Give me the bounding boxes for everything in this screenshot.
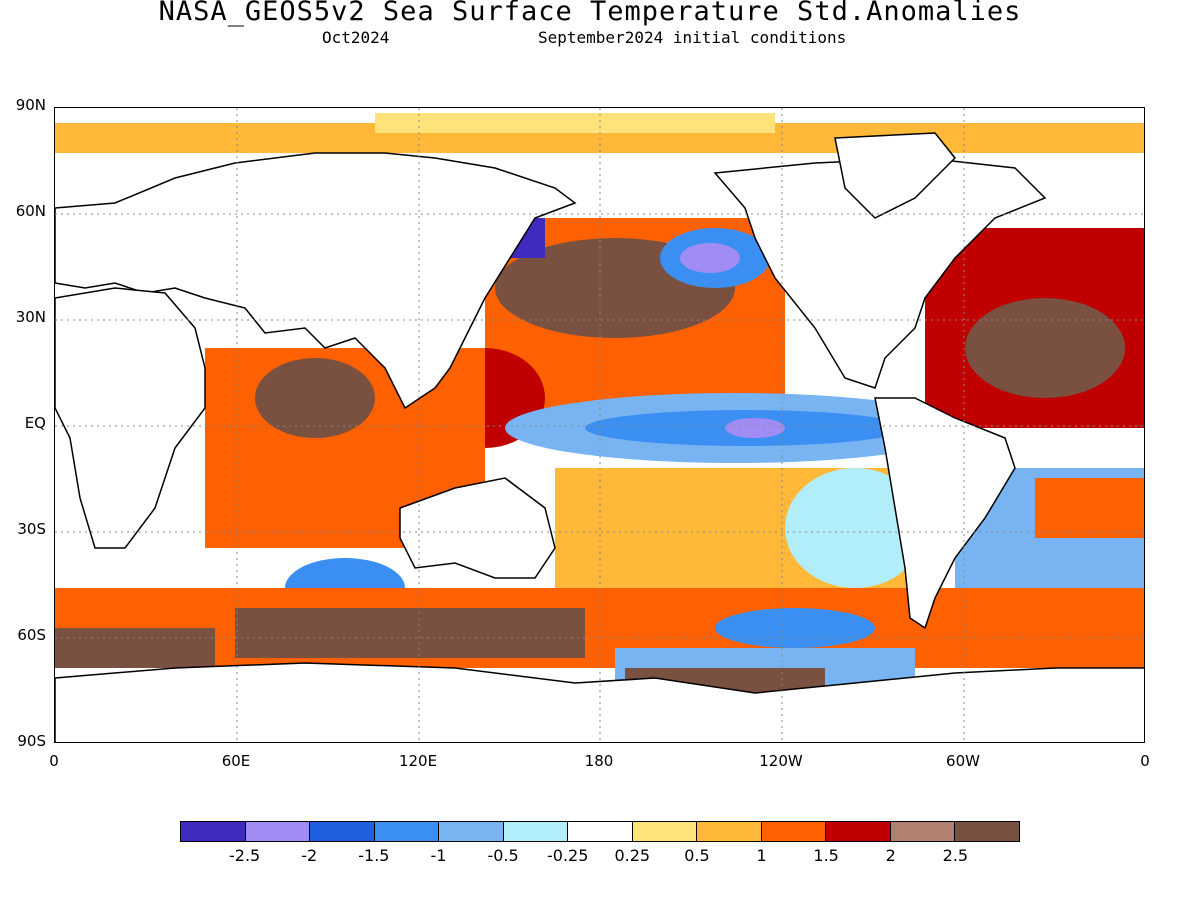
- grid-lines: [55, 108, 1144, 742]
- colorbar-tick-label: 1: [756, 846, 767, 865]
- lon-label-60w: 60W: [946, 752, 980, 770]
- colorbar-swatch: [697, 822, 762, 841]
- colorbar-tick-label: 0.25: [614, 846, 651, 865]
- land-australia: [399, 477, 556, 579]
- colorbar-tick-label: 2: [885, 846, 896, 865]
- land-north-america: [713, 157, 1047, 389]
- chart-title: NASA_GEOS5v2 Sea Surface Temperature Std…: [158, 0, 1022, 27]
- colorbar-tick-label: -0.5: [487, 846, 519, 865]
- subtitle-initial-conditions: September2024 initial conditions: [538, 28, 847, 47]
- colorbar-swatch: [568, 822, 633, 841]
- land-eurasia: [55, 152, 577, 410]
- colorbar-swatch: [439, 822, 504, 841]
- anomaly-patch: [725, 418, 785, 438]
- colorbar-tick-label: -1.5: [358, 846, 390, 865]
- colorbar-tick-label: 0.5: [684, 846, 710, 865]
- anomaly-patch: [715, 608, 875, 648]
- colorbar-swatch: [310, 822, 375, 841]
- colorbar-tick-label: -2.5: [229, 846, 261, 865]
- lat-label-30s: 30S: [17, 520, 46, 538]
- colorbar-tick-label: -0.25: [546, 846, 589, 865]
- colorbar-swatch: [826, 822, 891, 841]
- lon-label-180: 180: [584, 752, 614, 770]
- colorbar-tick-label: -2: [301, 846, 318, 865]
- colorbar-swatch: [890, 822, 956, 841]
- anomaly-patch: [255, 358, 375, 438]
- colorbar-tick-label: 2.5: [942, 846, 969, 865]
- lat-label-90s: 90S: [17, 732, 46, 750]
- colorbar-tick-label: -1: [430, 846, 447, 865]
- lat-label-60s: 60S: [17, 626, 46, 644]
- anomaly-patch: [785, 468, 925, 588]
- lon-label-0: 0: [49, 752, 59, 770]
- subtitle-forecast-month: Oct2024: [322, 28, 390, 47]
- land-greenland: [834, 132, 957, 219]
- anomaly-patch: [680, 243, 740, 273]
- colorbar-swatch: [374, 822, 440, 841]
- colorbar-swatch: [955, 822, 1019, 841]
- lat-label-30n: 30N: [15, 308, 46, 326]
- colorbar-tick-label: 1.5: [813, 846, 839, 865]
- lat-label-eq: EQ: [24, 414, 46, 432]
- anomaly-patch: [1035, 478, 1144, 538]
- land-south-america: [874, 397, 1016, 630]
- lat-label-60n: 60N: [15, 202, 46, 220]
- anomaly-patch: [235, 608, 585, 658]
- lon-label-60e: 60E: [221, 752, 251, 770]
- lon-label-120w: 120W: [759, 752, 803, 770]
- lat-label-90n: 90N: [15, 96, 46, 114]
- colorbar-swatch: [761, 822, 827, 841]
- colorbar-swatch: [181, 822, 246, 841]
- land-africa: [55, 287, 206, 549]
- anomaly-patch: [55, 628, 215, 668]
- map-svg: [55, 108, 1144, 742]
- colorbar-swatch: [245, 822, 311, 841]
- colorbar-swatch: [632, 822, 698, 841]
- sst-anomaly-map: [54, 107, 1145, 743]
- anomaly-patch: [965, 298, 1125, 398]
- lon-label-0-east: 0: [1140, 752, 1150, 770]
- lon-label-120e: 120E: [398, 752, 438, 770]
- anomaly-patch: [375, 113, 775, 133]
- colorbar-swatch: [503, 822, 569, 841]
- colorbar: [180, 821, 1020, 842]
